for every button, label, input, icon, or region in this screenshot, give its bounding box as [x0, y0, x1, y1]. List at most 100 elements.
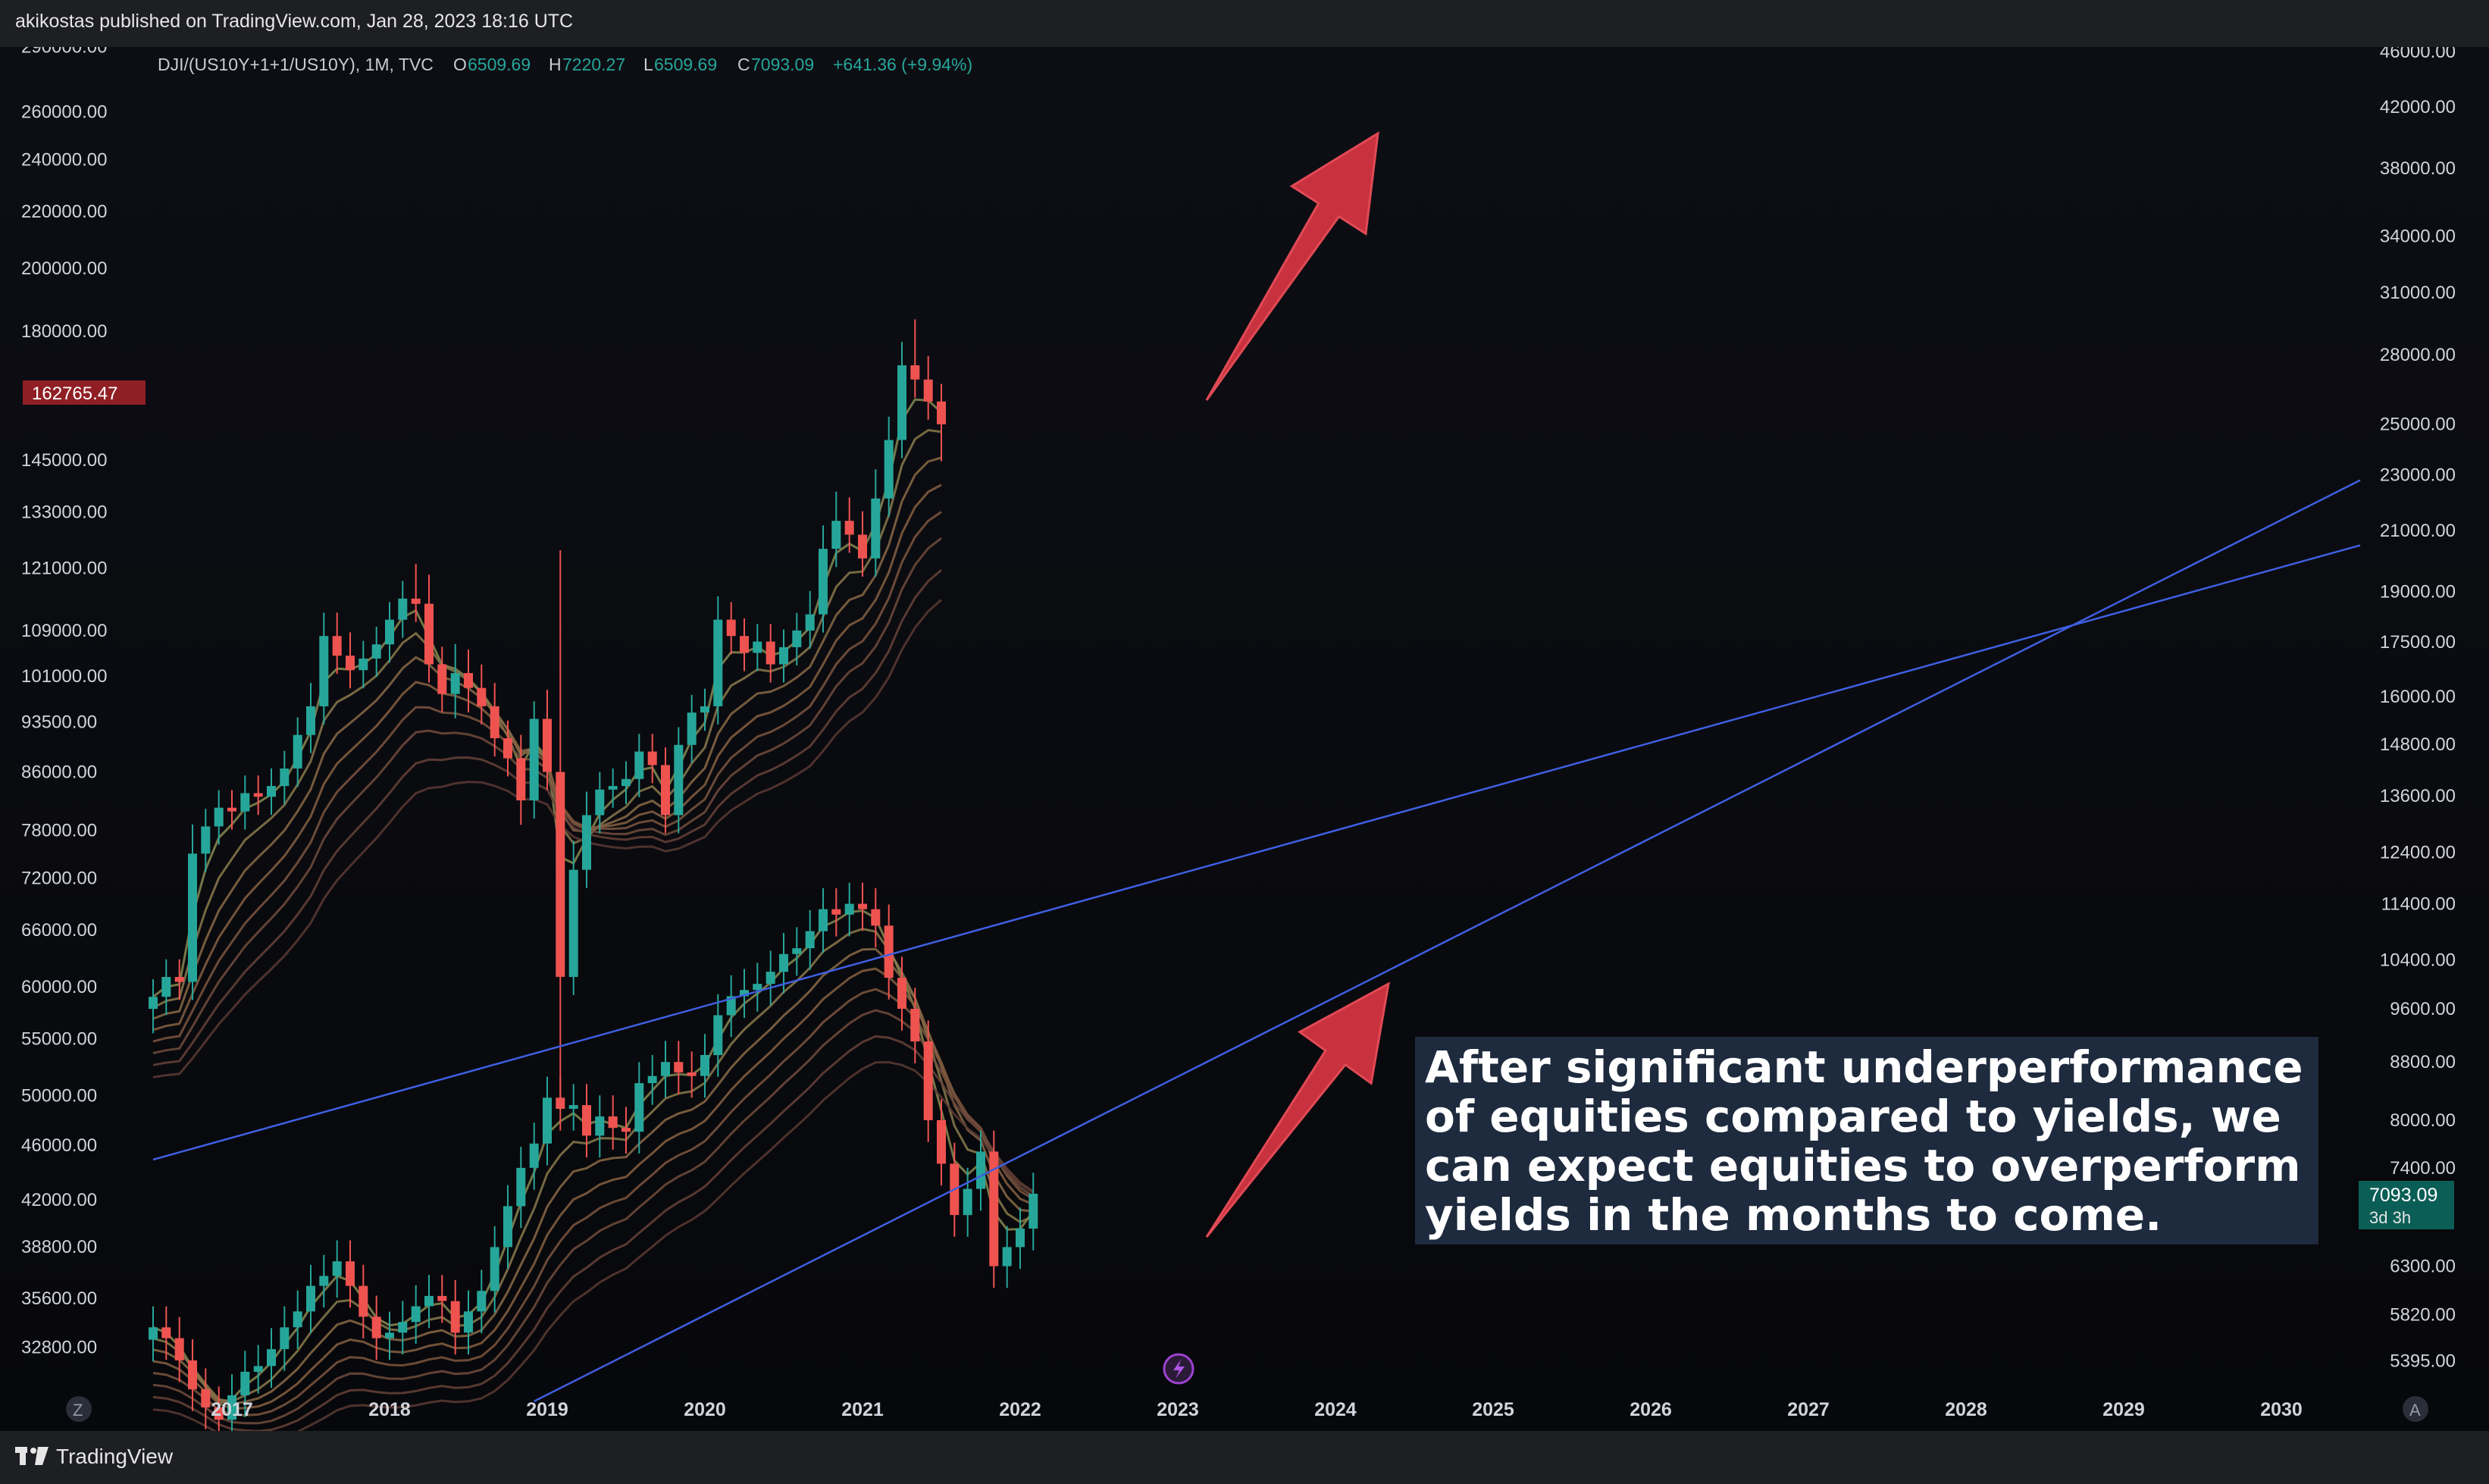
- series-0-candle-30: [543, 719, 552, 772]
- series-1-candle-49: [792, 948, 802, 954]
- series-0-candle-2: [174, 977, 184, 982]
- series-0-candle-23: [450, 673, 460, 694]
- series-0-candle-19: [398, 598, 408, 620]
- series-0-candle-9: [267, 786, 276, 797]
- left-axis-tick-4: 200000.00: [21, 258, 107, 279]
- right-axis-tick-13: 13600.00: [2380, 786, 2456, 806]
- chart-canvas[interactable]: After significant underperformance of eq…: [0, 47, 2489, 1431]
- series-1-candle-44: [726, 996, 736, 1016]
- series-1-candle-64: [989, 1151, 999, 1266]
- series-1-candle-40: [674, 1062, 684, 1073]
- right-axis-tick-11: 16000.00: [2380, 687, 2456, 707]
- series-0-candle-46: [753, 641, 762, 653]
- series-1-candle-65: [1002, 1247, 1012, 1266]
- event-lightning-icon[interactable]: [1163, 1353, 1194, 1385]
- left-axis-tick-2: 240000.00: [21, 150, 107, 171]
- annotation-box: After significant underperformance of eq…: [1415, 1037, 2318, 1244]
- right-axis-tick-22: 5820.00: [2390, 1305, 2456, 1326]
- right-current-price-badge: 7093.09 3d 3h: [2359, 1181, 2454, 1229]
- time-axis-tick-2023: 2023: [1157, 1399, 1199, 1420]
- series-0-candle-51: [819, 549, 828, 615]
- right-axis-tick-19: 8000.00: [2390, 1110, 2456, 1131]
- auto-scale-left-button[interactable]: Z: [66, 1396, 92, 1422]
- series-1-ribbon-4: [152, 988, 1035, 1417]
- annotation-line-2: of equities compared to yields, we: [1425, 1091, 2281, 1142]
- right-axis-tick-7: 23000.00: [2380, 465, 2456, 486]
- series-1-candle-16: [358, 1285, 368, 1317]
- series-0-candle-43: [713, 619, 723, 706]
- right-axis-tick-10: 17500.00: [2380, 632, 2456, 653]
- trendline-0: [152, 544, 2361, 1161]
- series-1-candle-10: [280, 1327, 290, 1350]
- time-axis-tick-2018: 2018: [368, 1399, 411, 1420]
- series-1-candle-0: [149, 1327, 158, 1340]
- series-1-candle-54: [858, 903, 867, 909]
- series-0-candle-49: [792, 630, 802, 647]
- series-1-candle-50: [805, 931, 815, 949]
- footer-bar: [0, 1431, 2489, 1484]
- right-price-axis[interactable]: 46000.00 42000.00 38000.00 34000.00 31000.00…: [2380, 47, 2456, 1372]
- left-axis-tick-19: 46000.00: [21, 1135, 97, 1156]
- series-0-candle-4: [201, 826, 211, 854]
- auto-scale-right-button[interactable]: A: [2403, 1396, 2428, 1422]
- series-0-candle-44: [726, 619, 736, 637]
- series-1-candle-36: [621, 1128, 631, 1132]
- annotation-arrows: [1205, 131, 1391, 1238]
- series-1-candle-53: [844, 903, 854, 915]
- series-1-candle-27: [503, 1206, 512, 1248]
- symbol-label: DJI/(US10Y+1+1/US10Y), 1M, TVC: [158, 55, 434, 74]
- left-axis-tick-23: 32800.00: [21, 1338, 97, 1358]
- series-1-candle-7: [240, 1371, 250, 1395]
- series-1-candle-56: [884, 925, 894, 978]
- series-1-candle-48: [779, 953, 788, 972]
- series-0-candle-22: [437, 664, 447, 694]
- series-1-candle-21: [424, 1295, 434, 1307]
- series-1-candle-51: [819, 909, 828, 931]
- series-1-candle-60: [937, 1120, 946, 1164]
- series-1-candle-22: [437, 1295, 447, 1301]
- series-1-candle-25: [477, 1291, 487, 1312]
- series-0-candle-39: [661, 765, 670, 816]
- series-1-candle-62: [963, 1188, 972, 1216]
- right-axis-tick-4: 31000.00: [2380, 283, 2456, 303]
- series-1-candle-9: [267, 1349, 276, 1367]
- series-0-candle-28: [516, 758, 526, 800]
- time-axis-tick-2025: 2025: [1472, 1399, 1514, 1420]
- series-0-candle-42: [700, 706, 709, 713]
- time-axis-tick-2019: 2019: [526, 1399, 568, 1420]
- series-1-candle-33: [582, 1105, 591, 1136]
- left-axis-tick-12: 86000.00: [21, 762, 97, 783]
- open-label: O: [453, 55, 467, 74]
- series-0-candle-52: [831, 521, 841, 549]
- publisher-attribution: akikostas published on TradingView.com, …: [15, 11, 574, 32]
- right-axis-tick-6: 25000.00: [2380, 414, 2456, 434]
- high-label: H: [549, 55, 562, 74]
- series-1-candle-26: [490, 1247, 499, 1291]
- series-1-candle-28: [516, 1167, 526, 1207]
- tradingview-logo-icon: [15, 1447, 49, 1465]
- time-axis[interactable]: 2017 2018 2019 2020 2021 2022 2023 2024 2025 2026…: [211, 1399, 2303, 1420]
- series-1-candle-35: [608, 1116, 618, 1129]
- left-axis-tick-22: 35600.00: [21, 1288, 97, 1309]
- series-0-candle-54: [858, 534, 867, 559]
- series-1-candle-58: [910, 1009, 920, 1042]
- header-bar: akikostas published on TradingView.com, …: [0, 0, 2489, 47]
- series-1-candle-1: [161, 1327, 171, 1338]
- left-axis-tick-21: 38800.00: [21, 1237, 97, 1257]
- a-button-label: A: [2409, 1401, 2421, 1420]
- annotation-line-4: yields in the months to come.: [1425, 1189, 2162, 1241]
- series-0-candle-45: [740, 636, 749, 653]
- right-axis-tick-17: 9600.00: [2390, 999, 2456, 1019]
- series-1-candle-37: [634, 1083, 644, 1132]
- right-axis-tick-15: 11400.00: [2381, 894, 2456, 915]
- left-axis-tick-20: 42000.00: [21, 1190, 97, 1210]
- low-label: L: [643, 55, 653, 74]
- left-price-axis[interactable]: 290000.00 260000.00 240000.00 220000.00 2000…: [21, 47, 107, 1358]
- z-button-label: Z: [73, 1401, 83, 1420]
- series-0-candle-40: [674, 744, 684, 816]
- right-axis-tick-3: 34000.00: [2380, 227, 2456, 247]
- series-1-candle-45: [740, 990, 749, 997]
- right-current-price: 7093.09: [2369, 1185, 2437, 1206]
- series-1-ribbon-7: [152, 1060, 1035, 1431]
- series-1-candle-23: [450, 1301, 460, 1333]
